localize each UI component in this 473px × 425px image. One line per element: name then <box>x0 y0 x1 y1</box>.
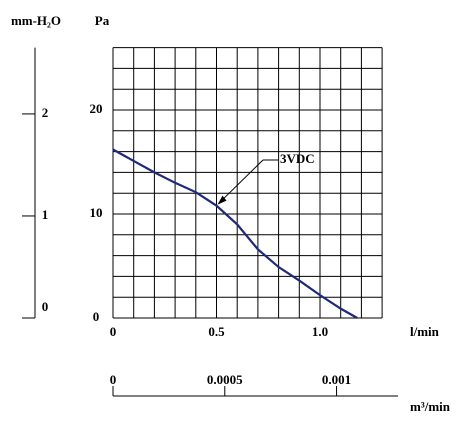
data-line <box>112 148 358 319</box>
y2-tick-label: 1 <box>42 207 49 222</box>
annotation-text: 3VDC <box>280 151 315 166</box>
x2-axis-label: m³/min <box>410 399 451 414</box>
y2-tick-label: 0 <box>42 299 49 314</box>
x-tick-label: 0.5 <box>208 324 225 339</box>
x-tick-label: 0 <box>110 324 117 339</box>
y-tick-label: 10 <box>90 205 103 220</box>
arrow-head <box>217 195 227 205</box>
x2-tick-label: 0.0005 <box>207 372 243 387</box>
x2-tick-label: 0 <box>110 372 117 387</box>
x-axis-label: l/min <box>410 324 440 339</box>
annotation-arrow <box>220 159 264 203</box>
x2-tick-label: 0.001 <box>322 372 351 387</box>
y2-axis-label: mm-H₂O <box>11 13 61 28</box>
y-axis-label: Pa <box>95 13 110 28</box>
y-tick-label: 20 <box>90 101 103 116</box>
y2-tick-label: 2 <box>42 105 49 120</box>
y-tick-label: 0 <box>93 309 100 324</box>
x-tick-label: 1.0 <box>312 324 328 339</box>
